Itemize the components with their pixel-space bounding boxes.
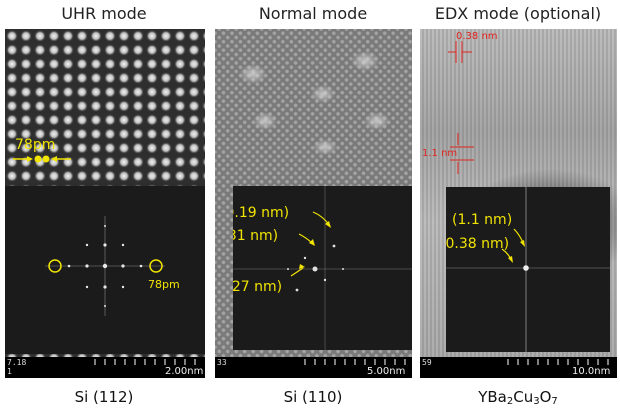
scale-label: 10.0nm: [572, 366, 611, 377]
scale-bar-edx: 59 10.0nm: [420, 357, 617, 378]
counter-readout: 33: [217, 358, 227, 367]
measure-marker-vertical: [450, 133, 474, 174]
panel-title-uhr: UHR mode: [61, 4, 147, 23]
fft-spacing-label: 78pm: [148, 278, 180, 291]
scale-label: 2.00nm: [165, 366, 204, 377]
counter-readout: 7.18 1: [7, 358, 27, 376]
measure-label-vertical: 1.1 nm: [422, 148, 458, 159]
panel-title-normal: Normal mode: [258, 4, 368, 23]
scale-bar-normal: 33 5.00nm: [215, 357, 412, 378]
scale-bar-uhr: 7.18 1 2.00nm: [5, 357, 205, 378]
panel-title-edx: EDX mode (optional): [434, 4, 602, 23]
spacing-label-78pm: 78pm: [15, 137, 56, 153]
spacing-marker: [13, 155, 71, 163]
micrograph-edx: 0.38 nm 1.1 nm (1.1 nm): [420, 29, 617, 378]
scale-ticks: [507, 359, 609, 365]
fft-inset-uhr: 78pm: [5, 186, 205, 354]
scale-label: 5.00nm: [367, 366, 406, 377]
measure-marker-horizontal: [448, 41, 472, 63]
fft-inset-normal: (0.19 nm) (0.31 nm) (0.27 nm): [233, 186, 412, 350]
fft-label-019nm: (0.19 nm): [233, 205, 290, 221]
fft-label-031nm: (0.31 nm): [233, 228, 279, 244]
panel-caption-uhr: Si (112): [74, 388, 134, 406]
micrograph-uhr: 78pm 78pm 7.18 1: [5, 29, 205, 378]
fft-label-027nm: (0.27 nm): [233, 279, 283, 295]
panel-caption-edx: YBa2Cu3O7: [478, 388, 558, 407]
micrograph-normal: (0.19 nm) (0.31 nm) (0.27 nm) 33 5.00nm: [215, 29, 412, 378]
measure-label-horizontal: 0.38 nm: [456, 31, 498, 42]
panel-caption-normal: Si (110): [283, 388, 343, 406]
fft-inset-edx: (1.1 nm) (0.38 nm): [446, 187, 610, 352]
fft-label-11nm: (1.1 nm): [452, 212, 513, 228]
scale-ticks: [304, 359, 406, 365]
fft-label-038nm: (0.38 nm): [446, 236, 510, 252]
scale-ticks: [94, 359, 196, 365]
counter-readout: 59: [422, 358, 432, 367]
